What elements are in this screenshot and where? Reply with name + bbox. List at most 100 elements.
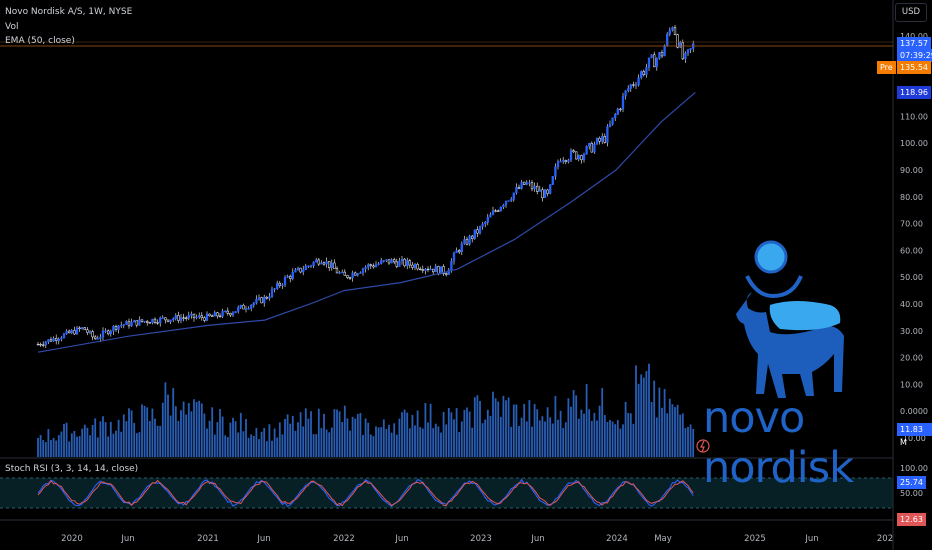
candle-body: [317, 259, 320, 265]
candle-body: [494, 210, 497, 212]
volume-bar: [640, 374, 643, 457]
time-tick-label: 2024: [606, 534, 628, 544]
volume-bar: [486, 409, 489, 457]
volume-bar: [78, 436, 81, 457]
volume-bar: [557, 419, 559, 457]
candle-body: [338, 272, 341, 274]
volume-bar: [138, 432, 141, 457]
candle-body: [179, 317, 183, 321]
candle-body: [655, 58, 658, 68]
volume-bar: [564, 422, 567, 457]
candle-body: [361, 268, 365, 273]
candle-body: [156, 322, 159, 324]
candle-body: [283, 277, 287, 286]
symbol-legend[interactable]: Novo Nordisk A/S, 1W, NYSE: [5, 7, 133, 17]
volume-bar: [195, 402, 198, 457]
candle-body: [645, 67, 648, 76]
candle-body: [593, 143, 596, 153]
volume-legend[interactable]: Vol: [5, 22, 19, 32]
candle-body: [642, 71, 645, 76]
volume-bar: [674, 407, 676, 457]
candle-body: [569, 150, 573, 161]
volume-bar: [328, 432, 331, 457]
volume-bar: [224, 435, 227, 457]
candle-body: [580, 155, 583, 161]
candle-body: [549, 184, 552, 194]
ema-legend[interactable]: EMA (50, close): [5, 36, 75, 46]
candle-body: [117, 325, 120, 330]
volume-bar: [65, 422, 68, 457]
time-tick-label: May: [654, 534, 672, 544]
candle-body: [78, 327, 81, 330]
candle-body: [49, 339, 53, 342]
volume-bar: [388, 424, 390, 457]
candle-body: [510, 199, 513, 201]
candle-body: [528, 182, 531, 184]
volume-bar: [671, 404, 674, 457]
candle-body: [419, 268, 422, 271]
stoch-band: [0, 478, 893, 508]
candle-body: [166, 319, 170, 322]
candle-body: [83, 327, 86, 331]
volume-bar: [143, 405, 146, 457]
volume-bar: [393, 423, 396, 457]
volume-bar: [229, 422, 232, 457]
candle-body: [307, 265, 310, 267]
currency-button[interactable]: USD: [895, 3, 927, 22]
volume-bar: [141, 404, 143, 457]
candle-body: [200, 315, 203, 319]
volume-bar: [86, 427, 89, 457]
volume-bar: [484, 419, 487, 457]
candle-body: [335, 268, 339, 274]
candle-body: [138, 319, 141, 326]
candle-body: [393, 259, 396, 263]
volume-bar: [419, 427, 422, 457]
candle-body: [395, 261, 398, 267]
time-tick-label: 2020: [61, 534, 83, 544]
volume-bar: [554, 395, 557, 457]
time-tick-label: Jun: [530, 534, 544, 544]
candle-body: [614, 114, 617, 118]
candle-body: [598, 137, 601, 142]
candle-body: [221, 310, 224, 317]
candle-body: [666, 33, 669, 46]
candle-body: [564, 160, 567, 162]
alert-icon[interactable]: [696, 439, 710, 453]
volume-bar: [263, 427, 266, 457]
stoch-d-flag: 12.63: [897, 513, 926, 526]
candle-body: [559, 160, 562, 163]
candle-body: [686, 49, 690, 54]
candle-body: [320, 262, 323, 265]
volume-bar: [401, 412, 403, 457]
candle-body: [73, 330, 76, 335]
candle-body: [164, 317, 167, 321]
price-tick-label: 140.00: [900, 32, 928, 41]
volume-bar: [411, 414, 414, 457]
candle-body: [315, 259, 318, 263]
candle-body: [151, 318, 154, 324]
candle-body: [546, 189, 549, 194]
volume-bar: [619, 428, 622, 457]
volume-bar: [458, 432, 461, 457]
volume-bar: [531, 426, 533, 457]
candle-body: [52, 338, 55, 342]
candle-body: [120, 324, 123, 327]
volume-bar: [377, 427, 380, 457]
candle-body: [543, 189, 547, 199]
candle-body: [468, 235, 471, 245]
volume-bar: [362, 434, 364, 457]
volume-bar: [528, 400, 531, 457]
candle-body: [629, 84, 632, 89]
candle-body: [65, 330, 68, 335]
volume-bar: [206, 428, 208, 457]
volume-bar: [242, 431, 245, 457]
candle-body: [356, 273, 359, 276]
stoch-legend[interactable]: Stoch RSI (3, 3, 14, 14, close): [5, 464, 139, 474]
candle-body: [367, 264, 370, 268]
volume-bar: [447, 407, 450, 457]
volume-bar: [159, 425, 162, 457]
price-tick-label: 30.00: [900, 327, 923, 336]
candle-body: [112, 325, 115, 332]
price-tick-label: 70.00: [900, 220, 923, 229]
